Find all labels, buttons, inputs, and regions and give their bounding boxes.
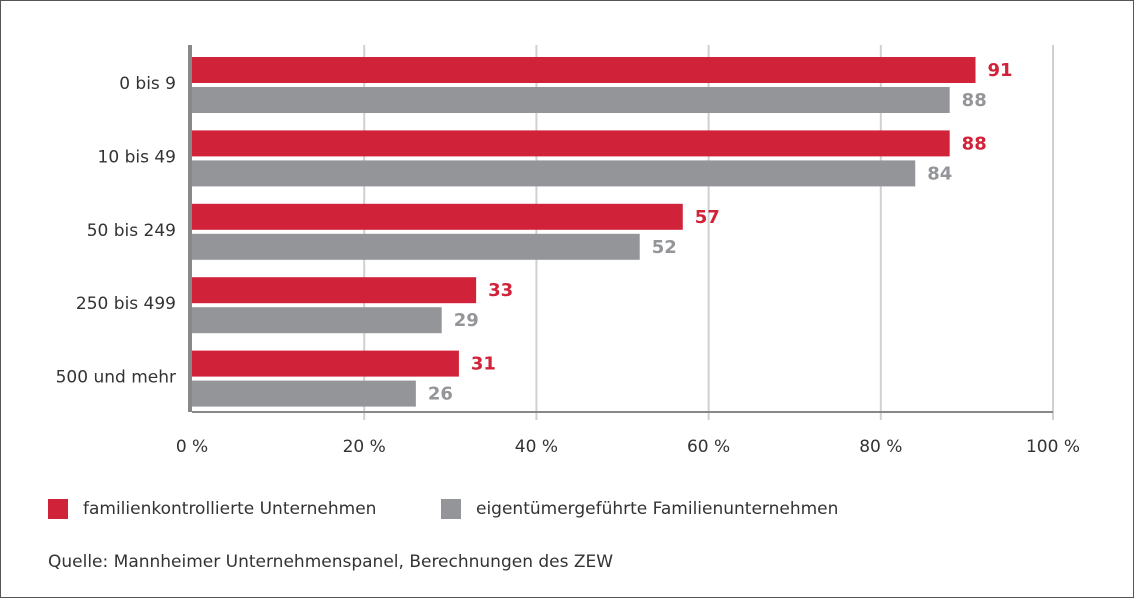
x-tick-label: 0 % [176, 437, 208, 457]
legend-label: familienkontrollierte Unternehmen [83, 499, 376, 519]
value-label: 91 [988, 60, 1013, 81]
bar [192, 130, 950, 157]
x-tick-label: 40 % [515, 437, 558, 457]
value-label: 88 [962, 90, 987, 111]
legend-swatch [441, 499, 461, 519]
y-tick-label: 500 und mehr [56, 368, 176, 388]
value-label: 88 [962, 133, 987, 154]
bar [192, 87, 950, 113]
y-tick-label: 50 bis 249 [87, 221, 176, 241]
legend-swatch [48, 499, 68, 519]
y-tick-label: 10 bis 49 [98, 147, 176, 167]
value-label: 84 [927, 163, 952, 184]
x-tick-label: 60 % [687, 437, 730, 457]
value-label: 33 [488, 280, 513, 301]
legend-label: eigentümergeführte Familienunternehmen [476, 499, 838, 519]
x-tick-label: 20 % [343, 437, 386, 457]
value-label: 57 [695, 207, 720, 228]
bar [192, 160, 916, 187]
bar [192, 350, 459, 377]
bar [192, 233, 640, 260]
y-tick-label: 0 bis 9 [119, 74, 176, 94]
y-tick-label: 250 bis 499 [76, 294, 176, 314]
source: Quelle: Mannheimer Unternehmenspanel, Be… [48, 552, 613, 572]
bar [192, 277, 477, 304]
value-label: 52 [652, 237, 677, 258]
bar [192, 380, 416, 407]
bar [192, 57, 976, 83]
x-tick-label: 80 % [859, 437, 902, 457]
bar [192, 307, 442, 334]
value-label: 29 [454, 310, 479, 331]
value-label: 31 [471, 354, 496, 375]
bar [192, 203, 683, 230]
value-label: 26 [428, 384, 453, 405]
x-tick-label: 100 % [1026, 437, 1080, 457]
